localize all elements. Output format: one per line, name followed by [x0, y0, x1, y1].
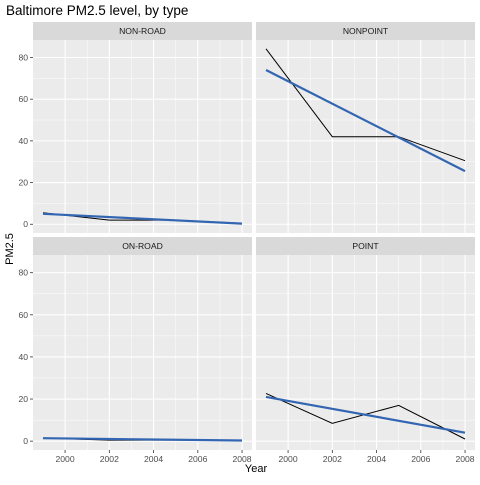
facet-point: POINT: [256, 237, 475, 450]
strip-label-nonpoint: NONPOINT: [343, 26, 389, 36]
x-tick-label: 2000: [279, 454, 298, 464]
x-tick-label: 2002: [323, 454, 342, 464]
y-tick-label: 40: [18, 352, 28, 362]
x-tick-label: 2004: [367, 454, 386, 464]
y-tick-label: 60: [18, 310, 28, 320]
strip-label-on-road: ON-ROAD: [122, 241, 163, 251]
y-tick-label: 0: [23, 436, 28, 446]
y-tick-label: 80: [18, 53, 28, 63]
y-tick-label: 0: [23, 219, 28, 229]
y-tick-label: 20: [18, 394, 28, 404]
x-tick-label: 2006: [188, 454, 207, 464]
y-axis-title: PM2.5: [4, 233, 16, 265]
y-tick-label: 20: [18, 178, 28, 188]
panel-bg-point: [256, 255, 475, 450]
x-tick-label: 2006: [411, 454, 430, 464]
y-tick-label: 60: [18, 94, 28, 104]
x-tick-label: 2000: [56, 454, 75, 464]
panel-bg-non-road: [33, 40, 252, 233]
facet-on-road: ON-ROAD: [33, 237, 252, 450]
x-tick-label: 2002: [100, 454, 119, 464]
facet-panels: NON-ROAD NONPOINT ON-ROAD POINT: [33, 22, 475, 450]
strip-label-non-road: NON-ROAD: [119, 26, 166, 36]
facet-non-road: NON-ROAD: [33, 22, 252, 233]
x-tick-label: 2008: [455, 454, 474, 464]
x-axis-title: Year: [245, 463, 268, 475]
y-tick-label: 40: [18, 136, 28, 146]
chart-title: Baltimore PM2.5 level, by type: [6, 3, 188, 18]
x-tick-label: 2004: [144, 454, 163, 464]
y-tick-label: 80: [18, 268, 28, 278]
facet-nonpoint: NONPOINT: [256, 22, 475, 233]
strip-label-point: POINT: [352, 241, 379, 251]
panel-bg-on-road: [33, 255, 252, 450]
